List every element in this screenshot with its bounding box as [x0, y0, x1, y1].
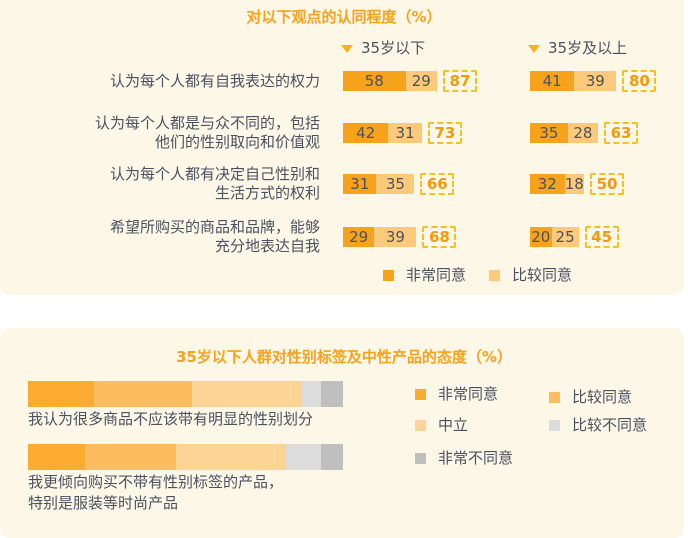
row-label-line: 认为每个人都有决定自己性别和 [109, 165, 320, 183]
row-label-line: 希望所购买的商品和品牌，能够 [109, 218, 320, 236]
bar-segment: 25 [551, 227, 579, 247]
total-label: 80 [622, 70, 657, 92]
bar-segment: 28 [567, 123, 599, 143]
legend-swatch [489, 270, 500, 281]
bar-label: 我更倾向购买不带有性别标签的产品， 特别是服装等时尚产品 [28, 472, 283, 514]
total-label: 66 [420, 173, 455, 195]
chart2-title: 35岁以下人群对性别标签及中性产品的态度（%） [176, 348, 512, 366]
bar-segment [191, 381, 303, 407]
legend-label: 非常不同意 [438, 449, 514, 467]
triangle-down-icon [528, 44, 540, 53]
legend-item: 比较不同意 [549, 414, 647, 435]
legend-swatch [415, 453, 426, 464]
total-label: 50 [590, 173, 624, 195]
legend-swatch [549, 392, 560, 403]
total-label: 45 [584, 226, 619, 248]
bar-segment: 29 [343, 227, 375, 247]
row-label-line: 认为每个人都有自我表达的权力 [109, 71, 320, 90]
group-label: 35岁以下 [361, 39, 426, 57]
legend-swatch [415, 420, 426, 431]
bar-segment: 29 [405, 71, 437, 91]
legend-item: 非常同意 [383, 264, 466, 285]
group-header: 35岁以下 [341, 37, 425, 58]
bar-segment: 39 [374, 227, 417, 247]
bar-segment [176, 444, 287, 470]
bar-segment [320, 444, 343, 470]
legend-item: 比较同意 [489, 264, 572, 285]
bar-label-line: 我认为很多商品不应该带有明显的性别划分 [28, 410, 314, 428]
bar-segment: 18 [564, 174, 584, 194]
bar-segment [94, 381, 192, 407]
legend-label: 比较不同意 [572, 416, 648, 434]
group-header: 35岁及以上 [528, 37, 627, 58]
total-label: 73 [427, 122, 462, 144]
bar-segment: 31 [388, 123, 422, 143]
chart1-title: 对以下观点的认同程度（%） [246, 8, 442, 26]
legend-item: 中立 [415, 414, 468, 435]
total-label: 63 [604, 122, 639, 144]
bar-segment [28, 381, 95, 407]
bar-label-line: 特别是服装等时尚产品 [28, 494, 179, 512]
bar-segment: 39 [574, 71, 617, 91]
legend-swatch [415, 389, 426, 400]
bar-segment [286, 444, 321, 470]
bar-segment: 32 [530, 174, 565, 194]
bar-segment: 31 [343, 174, 377, 194]
bar-label: 我认为很多商品不应该带有明显的性别划分 [28, 409, 313, 430]
group-label: 35岁及以上 [548, 39, 628, 57]
legend-item: 非常不同意 [415, 447, 513, 468]
bar-segment: 35 [376, 174, 415, 194]
bar-segment [320, 381, 343, 407]
legend-label: 比较同意 [572, 388, 633, 406]
row-label-line: 他们的性别取向和价值观 [154, 133, 320, 151]
bar-segment: 35 [530, 123, 568, 143]
total-label: 87 [442, 70, 477, 92]
legend-item: 比较同意 [549, 386, 632, 407]
bar-segment [28, 444, 85, 470]
legend-swatch [549, 420, 560, 431]
triangle-down-icon [341, 44, 353, 53]
bar-segment [84, 444, 177, 470]
bar-segment: 41 [530, 71, 575, 91]
bar-segment [302, 381, 321, 407]
row-label-line: 充分地表达自我 [214, 237, 320, 255]
legend-item: 非常同意 [415, 383, 498, 404]
row-label: 认为每个人都有自我表达的权力 [110, 72, 320, 91]
row-label-line: 认为每个人都是与众不同的，包括 [94, 114, 320, 132]
bar-label-line: 我更倾向购买不带有性别标签的产品， [28, 473, 284, 491]
total-label: 68 [422, 226, 457, 248]
bar-segment: 58 [343, 71, 406, 91]
bottom-card [0, 328, 684, 538]
legend-label: 非常同意 [406, 266, 467, 284]
legend-label: 中立 [438, 416, 469, 434]
row-label: 认为每个人都有决定自己性别和 生活方式的权利 [110, 165, 320, 203]
row-label: 认为每个人都是与众不同的，包括 他们的性别取向和价值观 [95, 114, 320, 152]
legend-swatch [383, 270, 394, 281]
bar-segment: 20 [530, 227, 552, 247]
bar-segment: 42 [343, 123, 389, 143]
legend-label: 非常同意 [438, 385, 499, 403]
row-label: 希望所购买的商品和品牌，能够 充分地表达自我 [110, 218, 320, 256]
legend-label: 比较同意 [512, 266, 573, 284]
row-label-line: 生活方式的权利 [214, 184, 320, 202]
